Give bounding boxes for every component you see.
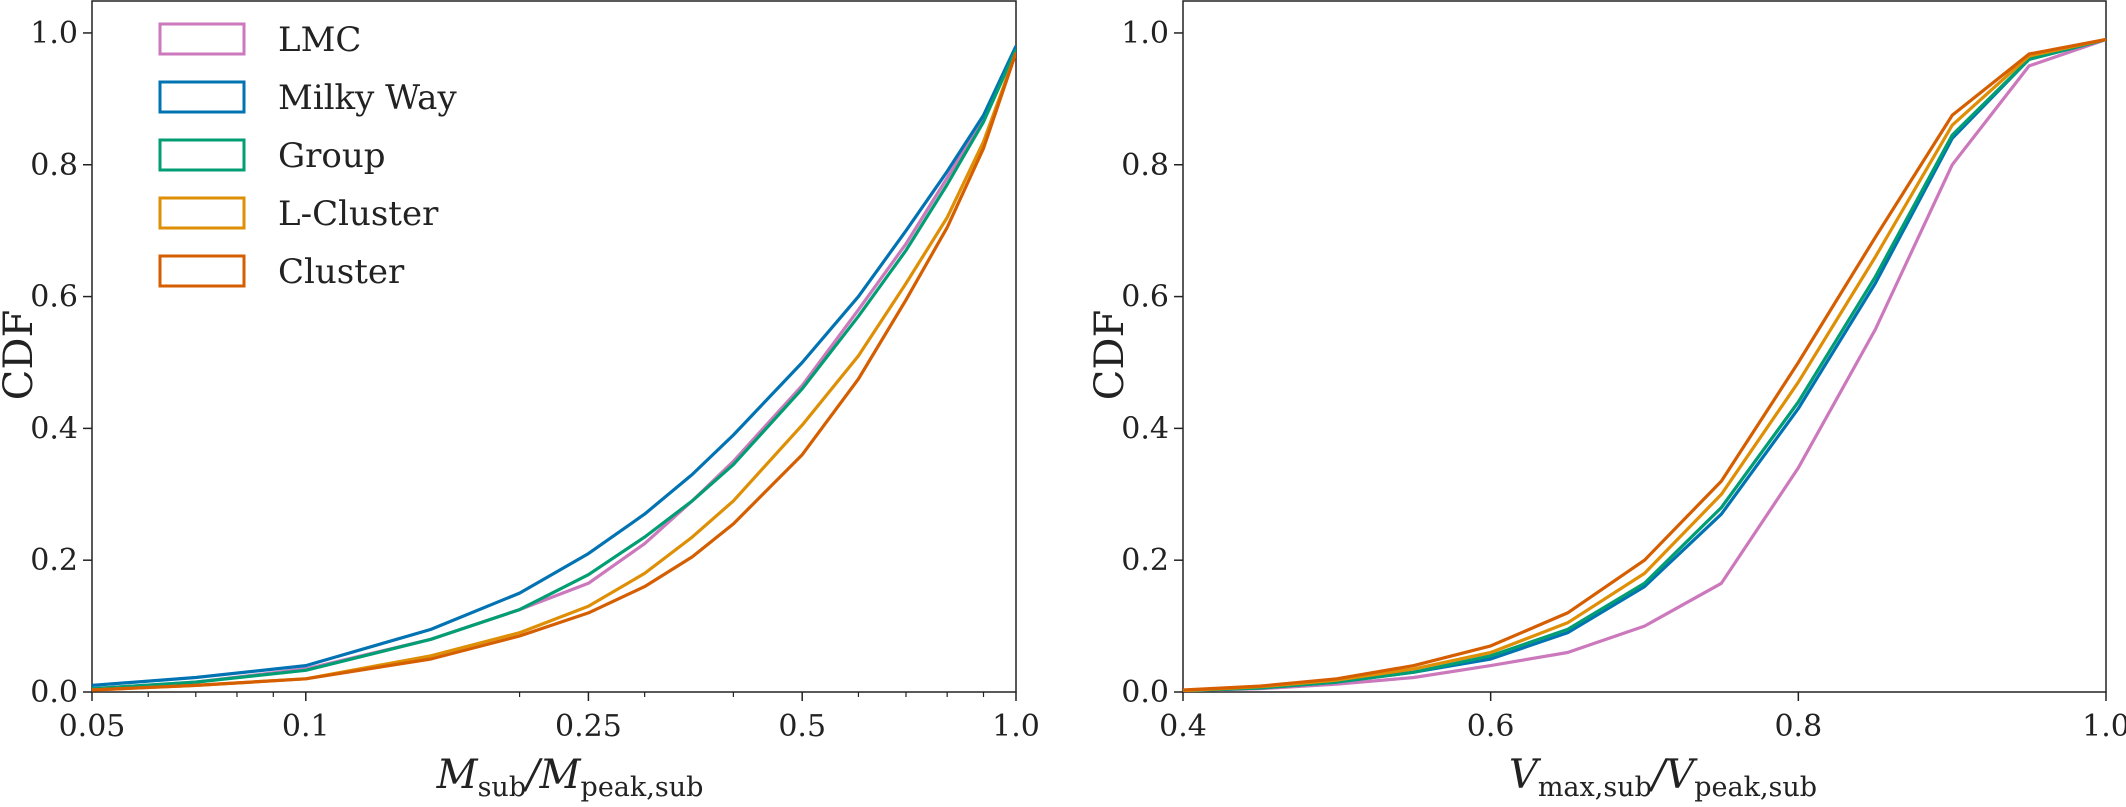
- right-y-tick-label: 0.2: [1121, 543, 1169, 578]
- right-y-tick-label: 0.4: [1121, 411, 1169, 446]
- right-series-group: [1183, 37, 2106, 692]
- legend-label-milky-way: Milky Way: [278, 78, 457, 118]
- left-x-tick-label: 0.1: [282, 709, 330, 744]
- legend-label-cluster: Cluster: [278, 252, 405, 292]
- left-series-milky-way: [92, 45, 1016, 687]
- right-series-group: [1183, 37, 2106, 692]
- left-xlabel-sub2: peak,sub: [581, 772, 704, 803]
- left-xlabel-mid: /M: [522, 752, 581, 798]
- left-y-tick-label: 0.6: [30, 280, 78, 315]
- right-y-tick-label: 0.0: [1121, 675, 1169, 710]
- left-x-tick-label: 0.05: [59, 709, 126, 744]
- left-y-tick-label: 0.2: [30, 543, 78, 578]
- left-series-cluster: [92, 52, 1016, 692]
- right-series-l-cluster: [1183, 37, 2106, 692]
- left-y-tick-label: 0.4: [30, 411, 78, 446]
- left-axes-frame: [91, 0, 1017, 693]
- legend-label-lmc: LMC: [278, 20, 361, 60]
- left-ylabel: CDF: [0, 310, 42, 400]
- legend-label-l-cluster: L-Cluster: [278, 194, 439, 234]
- left-x-tick-label: 1.0: [992, 709, 1040, 744]
- panel-left-plot: 0.05 0.1 0.25 0.5 1.0 0.0 0.2 0.4 0.6 0.8 1.0 LMC Mi…: [30, 0, 1040, 744]
- legend-label-group: Group: [278, 136, 386, 176]
- right-xlabel-main: V: [1509, 752, 1542, 798]
- right-series-milky-way: [1183, 37, 2106, 692]
- right-xlabel-mid: /V: [1648, 752, 1698, 798]
- left-x-tick-label: 0.25: [555, 709, 622, 744]
- right-ylabel: CDF: [1087, 310, 1133, 400]
- right-x-tick-label: 0.4: [1159, 709, 1207, 744]
- legend-swatch-lmc: [158, 22, 246, 56]
- legend-swatch-l-cluster: [158, 196, 246, 230]
- right-xlabel-sub1: max,sub: [1538, 772, 1652, 803]
- legend-swatch-group: [158, 138, 246, 172]
- right-series-lmc: [1183, 37, 2106, 692]
- left-x-tick-label: 0.5: [778, 709, 826, 744]
- left-y-tick-label: 1.0: [30, 16, 78, 51]
- left-y-tick-label: 0.8: [30, 148, 78, 183]
- panel-right-plot: 0.4 0.6 0.8 1.0 0.0 0.2 0.4 0.6 0.8 1.0: [1121, 0, 2126, 744]
- right-y-tick-label: 0.8: [1121, 148, 1169, 183]
- right-x-tick-label: 0.8: [1774, 709, 1822, 744]
- legend-swatch-cluster: [158, 254, 246, 288]
- right-axes-frame: [1182, 0, 2107, 693]
- right-series-cluster: [1183, 37, 2106, 692]
- left-xlabel-main: M: [436, 752, 479, 798]
- right-xlabel: Vmax,sub/Vpeak,sub: [1509, 752, 1817, 803]
- right-xlabel-sub2: peak,sub: [1694, 772, 1817, 803]
- left-series-group: [92, 48, 1016, 691]
- legend-swatch-milky-way: [158, 80, 246, 114]
- right-x-tick-label: 1.0: [2082, 709, 2126, 744]
- right-y-tick-label: 1.0: [1121, 16, 1169, 51]
- left-series-group: [92, 45, 1016, 692]
- left-series-l-cluster: [92, 52, 1016, 692]
- right-x-tick-label: 0.6: [1467, 709, 1515, 744]
- legend: LMC Milky Way Group L-Cluster Cluster: [158, 20, 457, 292]
- left-y-tick-label: 0.0: [30, 675, 78, 710]
- left-xlabel-sub1: sub: [478, 772, 527, 803]
- right-y-tick-label: 0.6: [1121, 280, 1169, 315]
- left-xlabel: Msub/Mpeak,sub: [436, 752, 704, 803]
